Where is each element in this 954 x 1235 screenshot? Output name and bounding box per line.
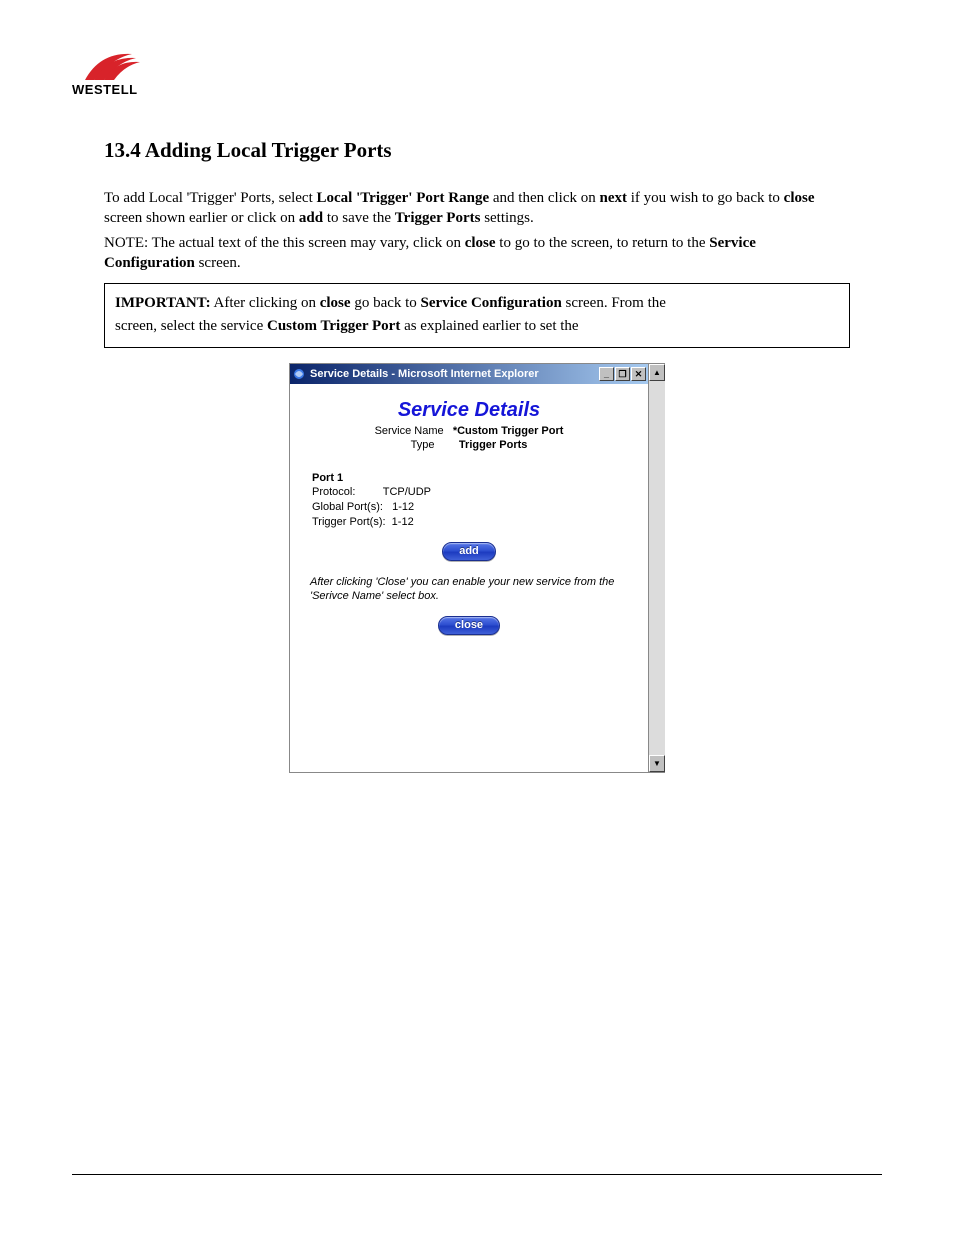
service-details-heading: Service Details (308, 399, 630, 422)
section-heading: 13.4 Adding Local Trigger Ports (104, 138, 882, 163)
p1-b2: next (600, 190, 628, 206)
p1-b1: Local 'Trigger' Port Range (317, 190, 490, 206)
p2-t1: NOTE: The actual text of the this screen… (104, 235, 465, 251)
p2-b1: close (465, 235, 496, 251)
p1-t2: and then click on (493, 190, 600, 206)
global-port-label: Global Port(s): (312, 501, 383, 513)
port-1-block: Port 1 Protocol: TCP/UDP Global Port(s):… (312, 471, 630, 530)
p1-b5: Trigger Ports (395, 210, 481, 226)
type-value: Trigger Ports (459, 439, 527, 451)
paragraph-1: To add Local 'Trigger' Ports, select Loc… (104, 188, 850, 229)
p1-t5: to save the (327, 210, 395, 226)
paragraph-2: NOTE: The actual text of the this screen… (104, 233, 850, 274)
titlebar: Service Details - Microsoft Internet Exp… (290, 364, 648, 384)
ie-icon (292, 367, 306, 381)
scrollbar[interactable]: ▲ ▼ (648, 364, 665, 772)
maximize-button[interactable]: ❐ (615, 367, 630, 381)
p1-t3: if you wish to go back to (631, 190, 784, 206)
trigger-port-value: 1-12 (392, 516, 414, 528)
add-button[interactable]: add (442, 542, 496, 561)
p1-t6: settings. (484, 210, 534, 226)
footer-rule (72, 1174, 882, 1175)
screenshot-content: Service Details - Microsoft Internet Exp… (290, 364, 648, 772)
imp-t4: screen, select the service (115, 318, 267, 334)
logo: WESTELL (72, 50, 152, 108)
p2-t3: screen. (199, 255, 241, 271)
service-name-label: Service Name (375, 425, 444, 437)
imp-b3: Custom Trigger Port (267, 318, 400, 334)
close-button-row: close (308, 616, 630, 635)
p1-t4: screen shown earlier or click on (104, 210, 299, 226)
page: WESTELL 13.4 Adding Local Trigger Ports … (0, 0, 954, 1235)
port-title: Port 1 (312, 471, 630, 486)
imp-b2: Service Configuration (421, 295, 562, 311)
global-port-value: 1-12 (392, 501, 414, 513)
imp-t5: as explained earlier to set the (404, 318, 579, 334)
close-button[interactable]: close (438, 616, 500, 635)
trigger-port-label: Trigger Port(s): (312, 516, 386, 528)
titlebar-text: Service Details - Microsoft Internet Exp… (310, 368, 599, 380)
important-label: IMPORTANT: (115, 295, 211, 311)
imp-b1: close (320, 295, 351, 311)
service-name-value: *Custom Trigger Port (453, 425, 564, 437)
window-controls: _ ❐ ✕ (599, 367, 646, 381)
add-button-row: add (308, 542, 630, 561)
imp-t2: go back to (354, 295, 420, 311)
screenshot-body: Service Details Service Name *Custom Tri… (290, 384, 648, 772)
scroll-track[interactable] (649, 381, 665, 755)
scroll-up-button[interactable]: ▲ (649, 364, 665, 381)
logo-swoosh-icon (82, 50, 142, 84)
p1-b3: close (784, 190, 815, 206)
service-meta: Service Name *Custom Trigger Port Type T… (308, 424, 630, 453)
p1-t1: To add Local 'Trigger' Ports, select (104, 190, 317, 206)
important-box: IMPORTANT: After clicking on close go ba… (104, 283, 850, 348)
p2-t2: to go to the screen, to return to the (499, 235, 709, 251)
minimize-button[interactable]: _ (599, 367, 614, 381)
protocol-label: Protocol: (312, 486, 355, 498)
close-note: After clicking 'Close' you can enable yo… (310, 575, 628, 604)
screenshot-window: Service Details - Microsoft Internet Exp… (289, 363, 665, 773)
p1-b4: add (299, 210, 323, 226)
logo-text: WESTELL (72, 82, 152, 97)
imp-t1: After clicking on (214, 295, 320, 311)
type-label: Type (411, 439, 435, 451)
scroll-down-button[interactable]: ▼ (649, 755, 665, 772)
protocol-value: TCP/UDP (383, 486, 431, 498)
imp-t3: screen. From the (566, 295, 666, 311)
close-window-button[interactable]: ✕ (631, 367, 646, 381)
